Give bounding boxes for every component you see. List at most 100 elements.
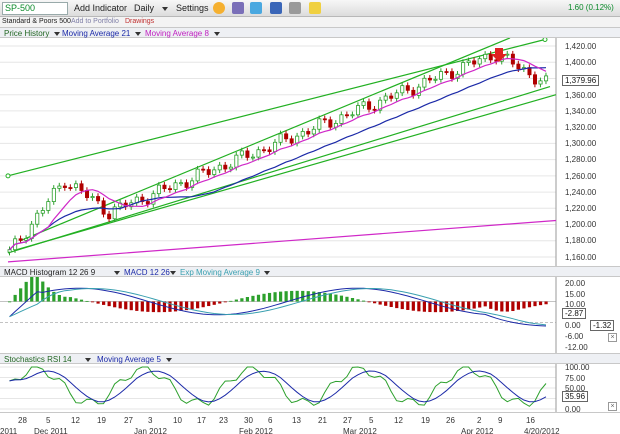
candle-body [322,118,327,121]
histogram-bar [450,301,454,312]
histogram-bar [218,301,222,304]
macd-chart[interactable] [0,277,620,353]
histogram-bar [179,301,183,311]
price-axis-label: 1,280.00 [565,155,597,165]
histogram-bar [356,299,360,302]
histogram-bar [102,301,106,305]
histogram-bar [63,296,67,302]
close-icon[interactable]: × [608,333,617,342]
candle-body [273,141,278,152]
candle-body [51,187,56,202]
stoch-axis-label: 75.00 [565,373,586,383]
settings-button[interactable]: Settings [176,3,209,13]
chevron-down-icon[interactable] [85,358,91,362]
histogram-bar [124,301,128,310]
histogram-bar [461,301,465,311]
month-label: Mar 2012 [343,427,377,434]
date-tick: 12 [71,416,80,425]
candle-body [339,114,344,124]
candle-body [68,187,73,189]
stoch-chart[interactable] [0,364,620,412]
histogram-bar [107,301,111,307]
drawings-link[interactable]: Drawings [125,18,155,25]
candle-body [328,119,333,128]
chevron-down-icon[interactable] [264,271,270,275]
histogram-bar [279,291,283,302]
stoch-axis-label: 50.00 [565,384,586,393]
date-tick: 5 [369,416,374,425]
note-icon[interactable] [309,2,321,14]
month-label: Feb 2012 [239,427,273,434]
legend-ema9[interactable]: Exp Moving Average 9 [180,268,260,277]
legend-price-history[interactable]: Price History [4,29,50,38]
candle-body [311,128,316,135]
legend-macd[interactable]: MACD 12 26 [124,268,170,277]
candle-body [278,133,283,143]
macd-axis-label: 20.00 [565,279,586,288]
legend-ma8[interactable]: Moving Average 8 [145,29,209,38]
histogram-bar [373,301,377,304]
price-pane[interactable]: 1,420.001,400.001,380.001,360.001,340.00… [0,38,620,266]
histogram-bar [245,297,250,302]
histogram-bar [361,300,366,302]
histogram-bar [367,301,371,303]
chevron-down-icon[interactable] [166,358,172,362]
legend-ma21[interactable]: Moving Average 21 [62,29,131,38]
histogram-bar [201,301,205,308]
grid-icon[interactable] [232,2,244,14]
histogram-bar [527,301,532,308]
price-axis-label: 1,340.00 [565,106,597,116]
candle-body [461,62,466,75]
candle-body [179,182,184,185]
candle-body [217,164,222,171]
histogram-bar [196,301,200,309]
close-icon[interactable]: × [608,402,617,411]
histogram-bar [312,291,316,302]
legend-stoch-rsi[interactable]: Stochastics RSI 14 [4,355,72,364]
candle-body [79,183,84,191]
histogram-bar [212,301,216,305]
histogram-bar [339,295,344,302]
period-select[interactable]: Daily [134,3,155,13]
histogram-bar [135,301,139,311]
candle-body [422,77,427,88]
twitter-icon[interactable] [250,2,262,14]
legend-macd-histogram[interactable]: MACD Histogram 12 26 9 [4,268,96,277]
chevron-down-icon[interactable] [114,271,120,275]
print-icon[interactable] [289,2,301,14]
legend-stoch-ma5[interactable]: Moving Average 5 [97,355,161,364]
add-indicator-button[interactable]: Add Indicator [74,3,128,13]
candle-body [317,118,322,130]
subbar: Standard & Poors 500 Add to Portfolio Dr… [0,17,620,27]
price-axis-label: 1,360.00 [565,90,597,100]
date-tick: 3 [148,416,153,425]
add-portfolio-link[interactable]: Add to Portfolio [71,18,119,25]
histogram-bar [52,291,56,302]
chevron-down-icon[interactable] [170,271,176,275]
chevron-down-icon[interactable] [214,32,220,36]
candle-body [212,169,217,175]
chevron-down-icon[interactable] [135,32,141,36]
month-label: Apr 2012 [461,427,494,434]
candle-body [538,80,543,85]
histogram-bar [140,301,144,312]
date-tick: 28 [18,416,27,425]
facebook-icon[interactable] [270,2,282,14]
stoch-ma-line [9,370,547,403]
settings-icon[interactable] [213,2,225,14]
candle-body [383,95,388,101]
price-axis-label: 1,220.00 [565,204,597,213]
symbol-input[interactable]: SP-500 [2,2,68,15]
price-chart[interactable] [0,38,620,266]
histogram-bar [24,281,28,302]
histogram-bar [295,290,299,302]
histogram-bar [118,301,122,309]
candle-body [394,92,399,99]
chevron-down-icon[interactable] [54,32,60,36]
histogram-bar [267,292,272,302]
date-tick: 23 [219,416,228,425]
chevron-down-icon[interactable] [162,7,168,11]
candle-body [516,63,521,70]
